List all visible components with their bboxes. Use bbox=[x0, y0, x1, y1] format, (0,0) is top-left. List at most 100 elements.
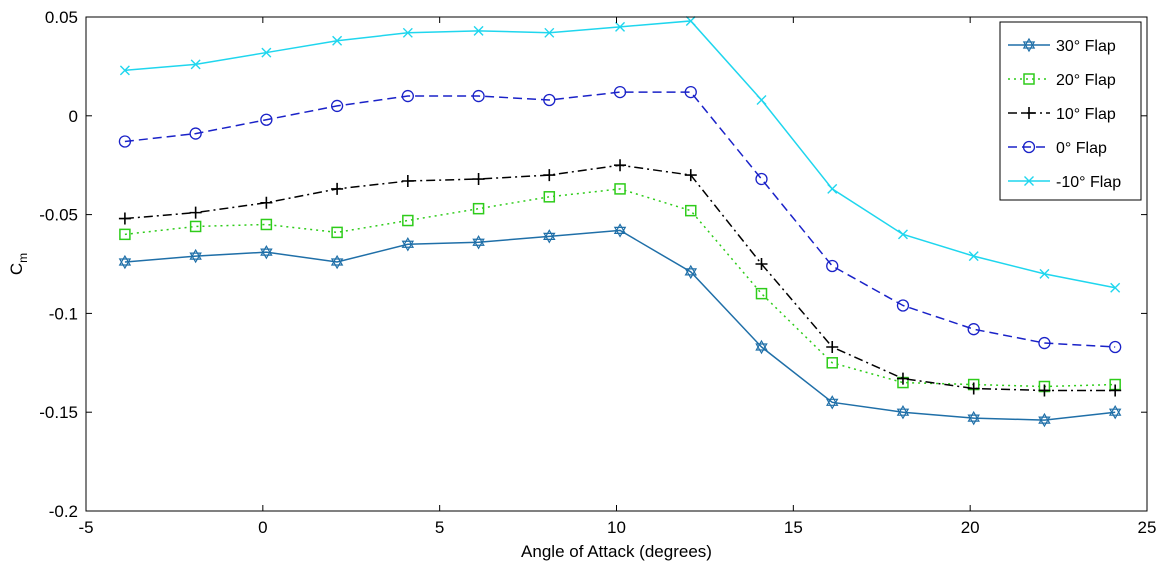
data-point bbox=[330, 254, 344, 270]
series-line bbox=[124, 91, 1116, 348]
legend-label: 10° Flap bbox=[1056, 106, 1116, 123]
x-tick-label: 20 bbox=[961, 518, 980, 537]
data-point bbox=[826, 357, 838, 369]
legend-item: 30° Flap bbox=[1008, 37, 1116, 55]
data-point bbox=[755, 172, 768, 186]
x-tick-label: 25 bbox=[1138, 518, 1157, 537]
series-2 bbox=[118, 159, 1122, 397]
series-1 bbox=[119, 183, 1121, 393]
x-tick-label: 0 bbox=[258, 518, 267, 537]
data-point bbox=[755, 339, 768, 355]
data-point bbox=[401, 175, 414, 188]
x-axis-title: Angle of Attack (degrees) bbox=[521, 542, 712, 561]
legend-marker bbox=[1023, 73, 1035, 85]
data-point bbox=[260, 196, 273, 209]
data-point bbox=[826, 395, 839, 410]
data-point bbox=[684, 264, 698, 280]
tick-marks bbox=[85, 16, 1148, 512]
data-point bbox=[331, 226, 343, 239]
data-point bbox=[543, 191, 556, 203]
data-point bbox=[1039, 268, 1050, 279]
series-4 bbox=[119, 15, 1121, 293]
data-point bbox=[896, 372, 909, 385]
data-point bbox=[119, 65, 130, 76]
data-point bbox=[1109, 340, 1122, 354]
data-point bbox=[613, 85, 627, 99]
series-0 bbox=[118, 223, 1122, 428]
data-point bbox=[1108, 405, 1122, 420]
data-point bbox=[119, 228, 131, 241]
x-tick-label: 10 bbox=[607, 518, 626, 537]
legend-label: 30° Flap bbox=[1056, 38, 1116, 55]
x-tick-label: -5 bbox=[78, 518, 93, 537]
data-point bbox=[967, 323, 980, 336]
data-point bbox=[614, 159, 627, 172]
data-point bbox=[472, 235, 485, 250]
data-point bbox=[543, 229, 556, 244]
data-point bbox=[826, 340, 839, 353]
y-tick-label: -0.1 bbox=[49, 304, 78, 323]
data-point bbox=[543, 169, 556, 182]
data-point bbox=[827, 183, 838, 194]
legend-label: -10° Flap bbox=[1056, 174, 1121, 191]
data-point bbox=[1110, 282, 1121, 293]
data-point bbox=[897, 229, 908, 240]
data-point bbox=[896, 299, 910, 312]
data-point bbox=[1038, 384, 1051, 397]
data-point bbox=[684, 169, 697, 182]
series-line bbox=[124, 164, 1116, 392]
data-point bbox=[261, 47, 272, 58]
data-point bbox=[401, 237, 415, 252]
data-point bbox=[685, 15, 696, 26]
data-point bbox=[967, 410, 980, 426]
y-tick-label: -0.15 bbox=[39, 403, 78, 422]
legend: 30° Flap 20° Flap 10° Flap 0° Flap -10° Flap bbox=[999, 21, 1142, 201]
y-axis-title-main: C bbox=[7, 263, 26, 275]
data-point bbox=[684, 85, 697, 99]
legend-marker bbox=[1022, 37, 1036, 53]
y-tick-label: 0.05 bbox=[45, 8, 78, 27]
x-tick-label: 5 bbox=[435, 518, 444, 537]
series-line bbox=[124, 20, 1116, 289]
legend-box bbox=[999, 21, 1142, 201]
legend-label: 20° Flap bbox=[1056, 72, 1116, 89]
data-point bbox=[189, 127, 202, 140]
legend-marker bbox=[1023, 107, 1035, 119]
tick-labels: -5 0 5 10 15 20 25 -0.2 -0.15 -0.1 -0.05 0 0.05 bbox=[39, 8, 1156, 537]
data-point bbox=[189, 206, 202, 219]
data-point bbox=[189, 248, 202, 264]
data-point bbox=[755, 287, 768, 300]
legend-item: 20° Flap bbox=[1008, 72, 1116, 89]
data-point bbox=[685, 204, 697, 217]
data-point bbox=[967, 382, 980, 395]
data-point bbox=[330, 99, 344, 113]
y-tick-label: 0 bbox=[69, 107, 78, 126]
data-point bbox=[968, 251, 979, 262]
data-point bbox=[544, 27, 555, 38]
data-point bbox=[118, 254, 132, 270]
data-point bbox=[260, 218, 273, 231]
data-point bbox=[331, 182, 344, 195]
data-point bbox=[614, 183, 626, 195]
plot-frame bbox=[85, 16, 1148, 512]
data-point bbox=[472, 173, 485, 186]
data-point bbox=[401, 89, 414, 103]
legend-item: 0° Flap bbox=[1008, 140, 1107, 157]
data-point bbox=[189, 220, 202, 233]
data-point bbox=[402, 214, 414, 227]
data-point bbox=[615, 21, 626, 32]
data-point bbox=[896, 405, 910, 420]
plot-marks bbox=[118, 15, 1122, 428]
legend-label: 0° Flap bbox=[1056, 140, 1107, 157]
data-point bbox=[613, 223, 627, 238]
legend-marker bbox=[1022, 140, 1036, 154]
series-3 bbox=[118, 85, 1122, 354]
data-point bbox=[332, 35, 343, 46]
series-line bbox=[124, 229, 1116, 421]
data-point bbox=[472, 89, 485, 103]
x-tick-label: 15 bbox=[784, 518, 803, 537]
data-point bbox=[260, 113, 273, 126]
data-point bbox=[1038, 336, 1051, 350]
